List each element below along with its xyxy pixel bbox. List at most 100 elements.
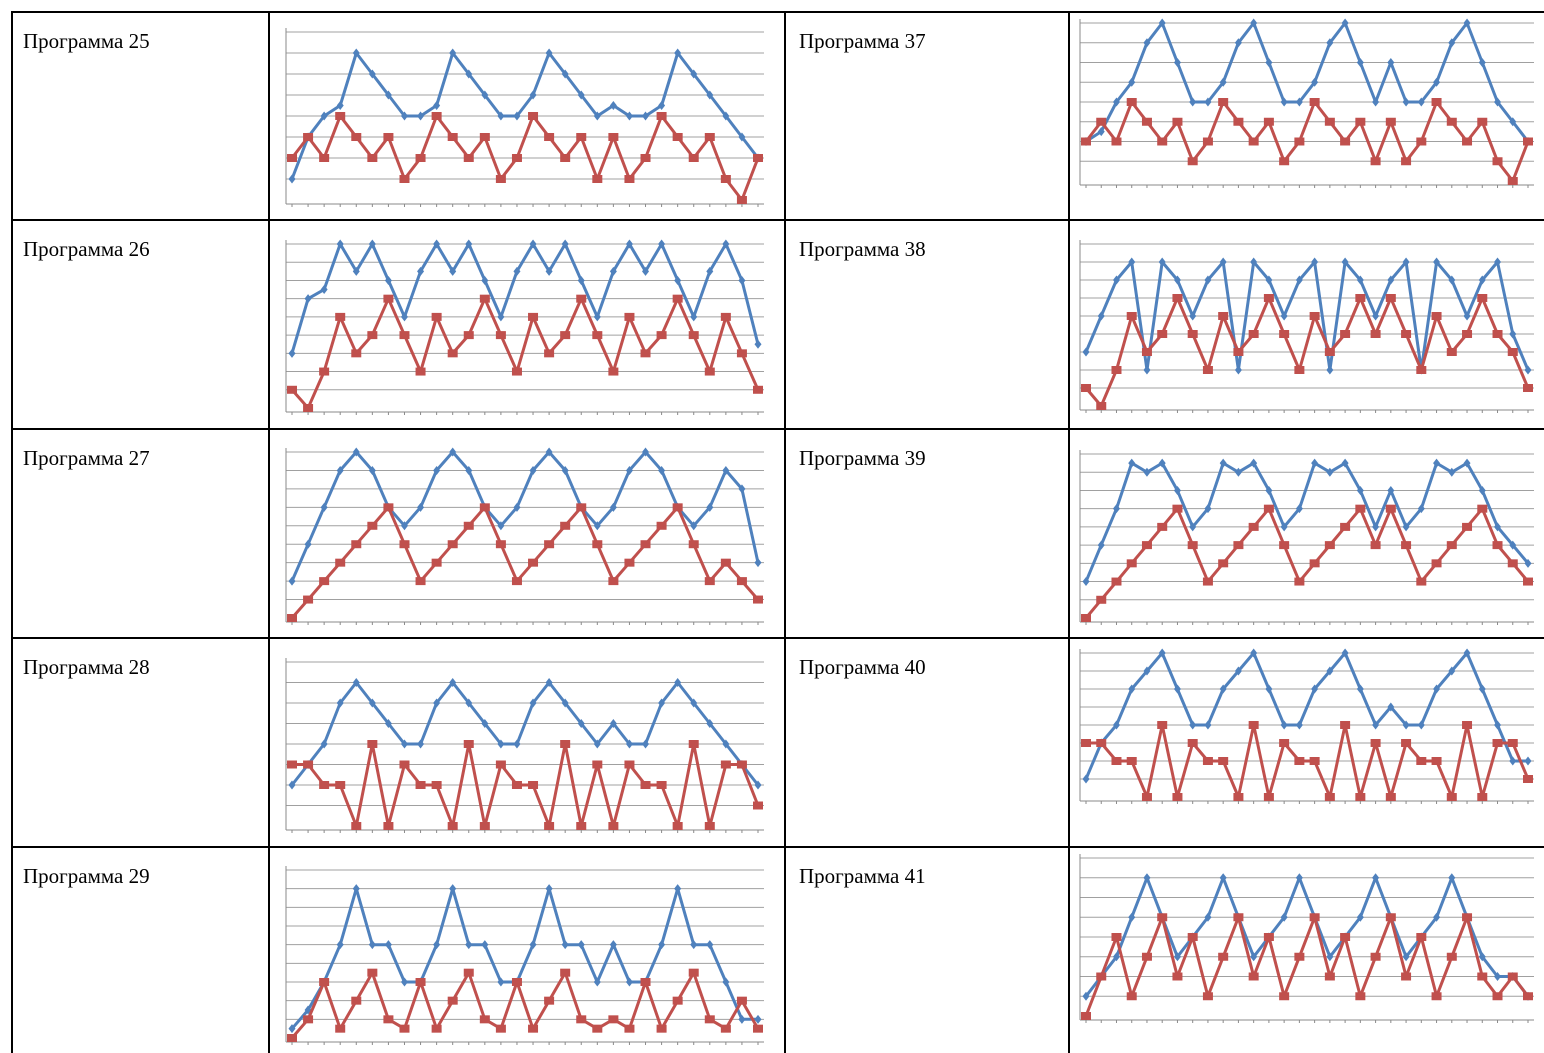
data-point — [688, 154, 699, 162]
data-point — [1523, 137, 1533, 146]
data-point — [1173, 952, 1181, 962]
data-point — [544, 133, 555, 141]
data-point — [642, 447, 650, 457]
data-point — [320, 111, 328, 121]
data-point — [1431, 992, 1442, 1001]
data-point — [1341, 648, 1349, 658]
blue-series-line — [1084, 461, 1530, 583]
data-point — [738, 275, 746, 285]
data-point — [1402, 97, 1410, 107]
data-point — [1219, 873, 1227, 883]
program-29-label: Программа 29 — [23, 864, 150, 888]
data-point — [1250, 18, 1258, 28]
data-point — [319, 367, 330, 376]
data-point — [720, 760, 731, 769]
data-point — [1173, 684, 1181, 694]
data-point — [560, 331, 571, 340]
data-point — [1324, 348, 1335, 356]
data-point — [497, 739, 505, 749]
data-point — [528, 781, 539, 789]
data-point — [529, 465, 537, 475]
data-point — [1157, 913, 1168, 922]
data-point — [479, 1015, 490, 1024]
data-point — [1187, 739, 1198, 747]
data-point — [560, 521, 571, 530]
data-point — [1187, 933, 1198, 941]
data-point — [576, 1015, 587, 1024]
table-border-top — [11, 11, 1544, 13]
data-point — [1416, 933, 1427, 941]
data-point — [481, 719, 489, 728]
data-point — [577, 940, 585, 950]
data-point — [1204, 504, 1212, 514]
data-point — [1477, 504, 1488, 513]
data-point — [1126, 312, 1137, 320]
data-point — [479, 133, 490, 141]
data-point — [1234, 666, 1242, 676]
data-point — [479, 503, 490, 512]
data-point — [1263, 504, 1274, 513]
data-point — [640, 781, 651, 789]
data-point — [1477, 294, 1488, 302]
data-point — [545, 678, 553, 687]
data-point — [1326, 467, 1334, 477]
data-point — [447, 822, 458, 830]
data-point — [722, 239, 730, 249]
data-point — [1141, 348, 1152, 356]
data-point — [1431, 559, 1442, 568]
program-27-label: Программа 27 — [23, 446, 150, 470]
data-point — [1523, 577, 1533, 586]
data-point — [1128, 77, 1136, 87]
data-point — [720, 312, 731, 321]
data-point — [609, 719, 617, 728]
data-point — [1385, 793, 1396, 801]
data-point — [367, 331, 378, 340]
data-point — [736, 196, 747, 204]
data-point — [545, 447, 553, 457]
data-point — [1263, 793, 1274, 801]
data-point — [1126, 992, 1137, 1001]
blue-series-line — [290, 242, 760, 354]
data-point — [1387, 485, 1395, 495]
data-point — [287, 154, 297, 162]
data-point — [624, 760, 635, 769]
data-point — [1401, 541, 1412, 550]
blue-series-line — [1084, 876, 1530, 998]
data-point — [609, 940, 617, 950]
data-point — [1126, 757, 1137, 765]
row-divider-2 — [11, 428, 1544, 430]
row-divider-3 — [11, 637, 1544, 639]
data-point — [1112, 720, 1120, 730]
data-point — [1157, 522, 1168, 531]
data-point — [1372, 311, 1380, 321]
data-point — [511, 577, 522, 586]
data-point — [335, 112, 346, 120]
data-point — [352, 48, 360, 58]
data-point — [561, 698, 569, 708]
chart-program-40 — [1079, 648, 1534, 804]
data-point — [658, 698, 666, 708]
program-39-label: Программа 39 — [799, 446, 926, 470]
data-point — [1326, 38, 1334, 48]
data-point — [577, 90, 585, 100]
data-point — [1295, 275, 1303, 285]
data-point — [690, 940, 698, 950]
data-point — [1141, 952, 1152, 961]
data-point — [1341, 458, 1349, 468]
data-point — [1234, 365, 1242, 375]
data-point — [383, 294, 394, 303]
data-point — [497, 111, 505, 121]
data-point — [576, 133, 587, 141]
data-point — [287, 760, 297, 769]
data-point — [383, 133, 394, 141]
data-point — [1385, 913, 1396, 922]
data-point — [690, 312, 698, 322]
data-point — [1433, 458, 1441, 468]
data-point — [625, 465, 633, 475]
data-point — [642, 739, 650, 749]
data-point — [1478, 275, 1486, 285]
data-point — [592, 175, 603, 183]
data-point — [384, 940, 392, 950]
data-point — [431, 781, 442, 789]
data-point — [1157, 330, 1168, 338]
